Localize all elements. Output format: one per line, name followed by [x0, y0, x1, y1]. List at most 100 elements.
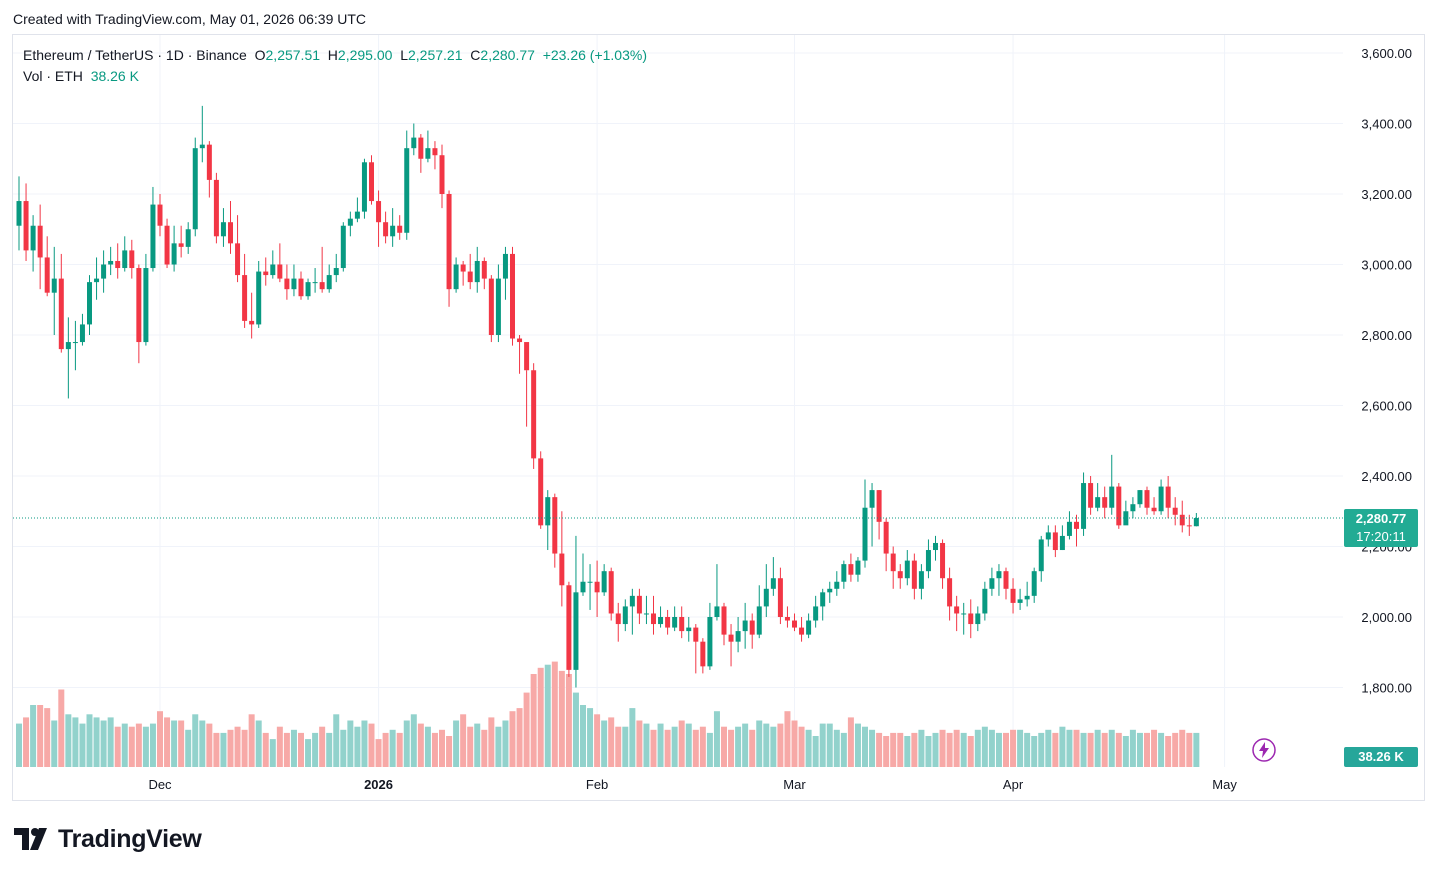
candle-body — [453, 264, 459, 290]
candle-body — [1186, 525, 1192, 527]
candle-body — [728, 634, 734, 642]
volume-bar — [840, 732, 847, 767]
candle-body — [354, 211, 360, 219]
volume-bar — [657, 723, 664, 767]
volume-bar — [847, 717, 854, 767]
volume-bar — [114, 726, 121, 767]
close-value: 2,280.77 — [480, 47, 535, 63]
candle-body — [199, 144, 205, 149]
candle-body — [658, 617, 664, 625]
volume-bar — [312, 732, 319, 767]
candle-body — [319, 282, 325, 290]
volume-bar — [608, 717, 615, 767]
volume-bar — [911, 732, 918, 767]
candle-body — [848, 564, 854, 575]
chart-frame — [12, 34, 1425, 801]
volume-bar — [248, 714, 255, 767]
candle-body — [58, 278, 64, 350]
volume-bar — [819, 723, 826, 767]
volume-bar — [1045, 729, 1052, 767]
volume-bar — [777, 723, 784, 767]
volume-bar — [876, 732, 883, 767]
time-axis: Dec 2026 Feb Mar Apr May — [148, 777, 1237, 792]
volume-bar — [453, 720, 460, 767]
candle-body — [982, 588, 988, 614]
volume-bar — [199, 720, 206, 767]
tradingview-logo[interactable]: TradingView — [14, 822, 202, 856]
price-tick-label: 3,000.00 — [1361, 258, 1412, 273]
candle-body — [742, 620, 748, 632]
candle-body — [911, 560, 917, 589]
candle-body — [361, 162, 367, 212]
volume-bar — [756, 720, 763, 767]
candle-body — [171, 243, 177, 265]
volume-bar — [883, 736, 890, 767]
candle-body — [277, 264, 283, 279]
candle-body — [587, 581, 593, 583]
candle-body — [566, 585, 572, 670]
ohlc-legend-row: Ethereum / TetherUS · 1D · Binance O2,25… — [23, 45, 647, 66]
volume-bar — [1017, 729, 1024, 767]
volume-bar — [1165, 736, 1172, 767]
candle-body — [185, 229, 191, 247]
candle-body — [517, 338, 523, 343]
candle-body — [806, 620, 812, 635]
volume-bar — [135, 723, 142, 767]
candle-body — [601, 571, 607, 593]
volume-bar — [354, 726, 361, 767]
tradingview-logo-icon — [14, 828, 47, 850]
candle-body — [263, 271, 269, 276]
volume-bar — [1186, 732, 1193, 767]
volume-bar — [897, 732, 904, 767]
volume-bar — [869, 729, 876, 767]
candle-body — [1074, 521, 1079, 529]
volume-bar — [890, 732, 897, 767]
change-value: +23.26 (+1.03%) — [542, 47, 647, 63]
candle-body — [756, 606, 762, 635]
candle-body — [460, 264, 466, 272]
volume-bar — [1144, 732, 1150, 767]
volume-bar — [467, 726, 474, 767]
last-price-badge: 2,280.77 17:20:11 — [1344, 509, 1418, 547]
volume-bar — [594, 714, 601, 767]
volume-bar — [770, 726, 777, 767]
volume-bar — [974, 729, 981, 767]
volume-bar — [1115, 732, 1122, 767]
volume-bar — [157, 711, 163, 767]
time-tick-label: Dec — [148, 777, 172, 792]
volume-bar — [643, 723, 650, 767]
volume-bar — [164, 717, 171, 767]
volume-bar — [474, 723, 481, 767]
candle-body — [37, 225, 43, 258]
high-label: H — [327, 47, 338, 63]
volume-bar — [417, 723, 424, 767]
volume-bar — [544, 664, 551, 767]
volume-bar — [72, 717, 79, 767]
volume-bar — [685, 723, 692, 767]
candle-body — [1102, 497, 1108, 508]
time-tick-label: 2026 — [364, 777, 393, 792]
volume-bar — [995, 732, 1002, 767]
volume-bar — [1172, 732, 1179, 767]
volume-bar — [713, 711, 720, 767]
candle-body — [672, 617, 678, 628]
symbol-title[interactable]: Ethereum / TetherUS · 1D · Binance — [23, 47, 247, 63]
candle-body — [989, 578, 995, 589]
volume-bar — [290, 729, 297, 767]
candle-body — [862, 507, 868, 561]
volume-label[interactable]: Vol · ETH — [23, 68, 83, 84]
candle-body — [164, 225, 170, 265]
lightning-icon[interactable] — [1252, 738, 1276, 762]
candle-body — [1024, 595, 1030, 600]
last-price-label: 2,280.77 — [1355, 511, 1407, 526]
volume-bar — [1179, 729, 1186, 767]
candle-body — [79, 324, 85, 343]
volume-bar — [749, 729, 756, 767]
candle-body — [418, 137, 424, 159]
volume-bar — [86, 714, 93, 767]
candle-body — [707, 617, 713, 667]
volume-bar — [192, 714, 199, 767]
volume-bar — [826, 723, 833, 767]
candle-body — [404, 148, 410, 233]
